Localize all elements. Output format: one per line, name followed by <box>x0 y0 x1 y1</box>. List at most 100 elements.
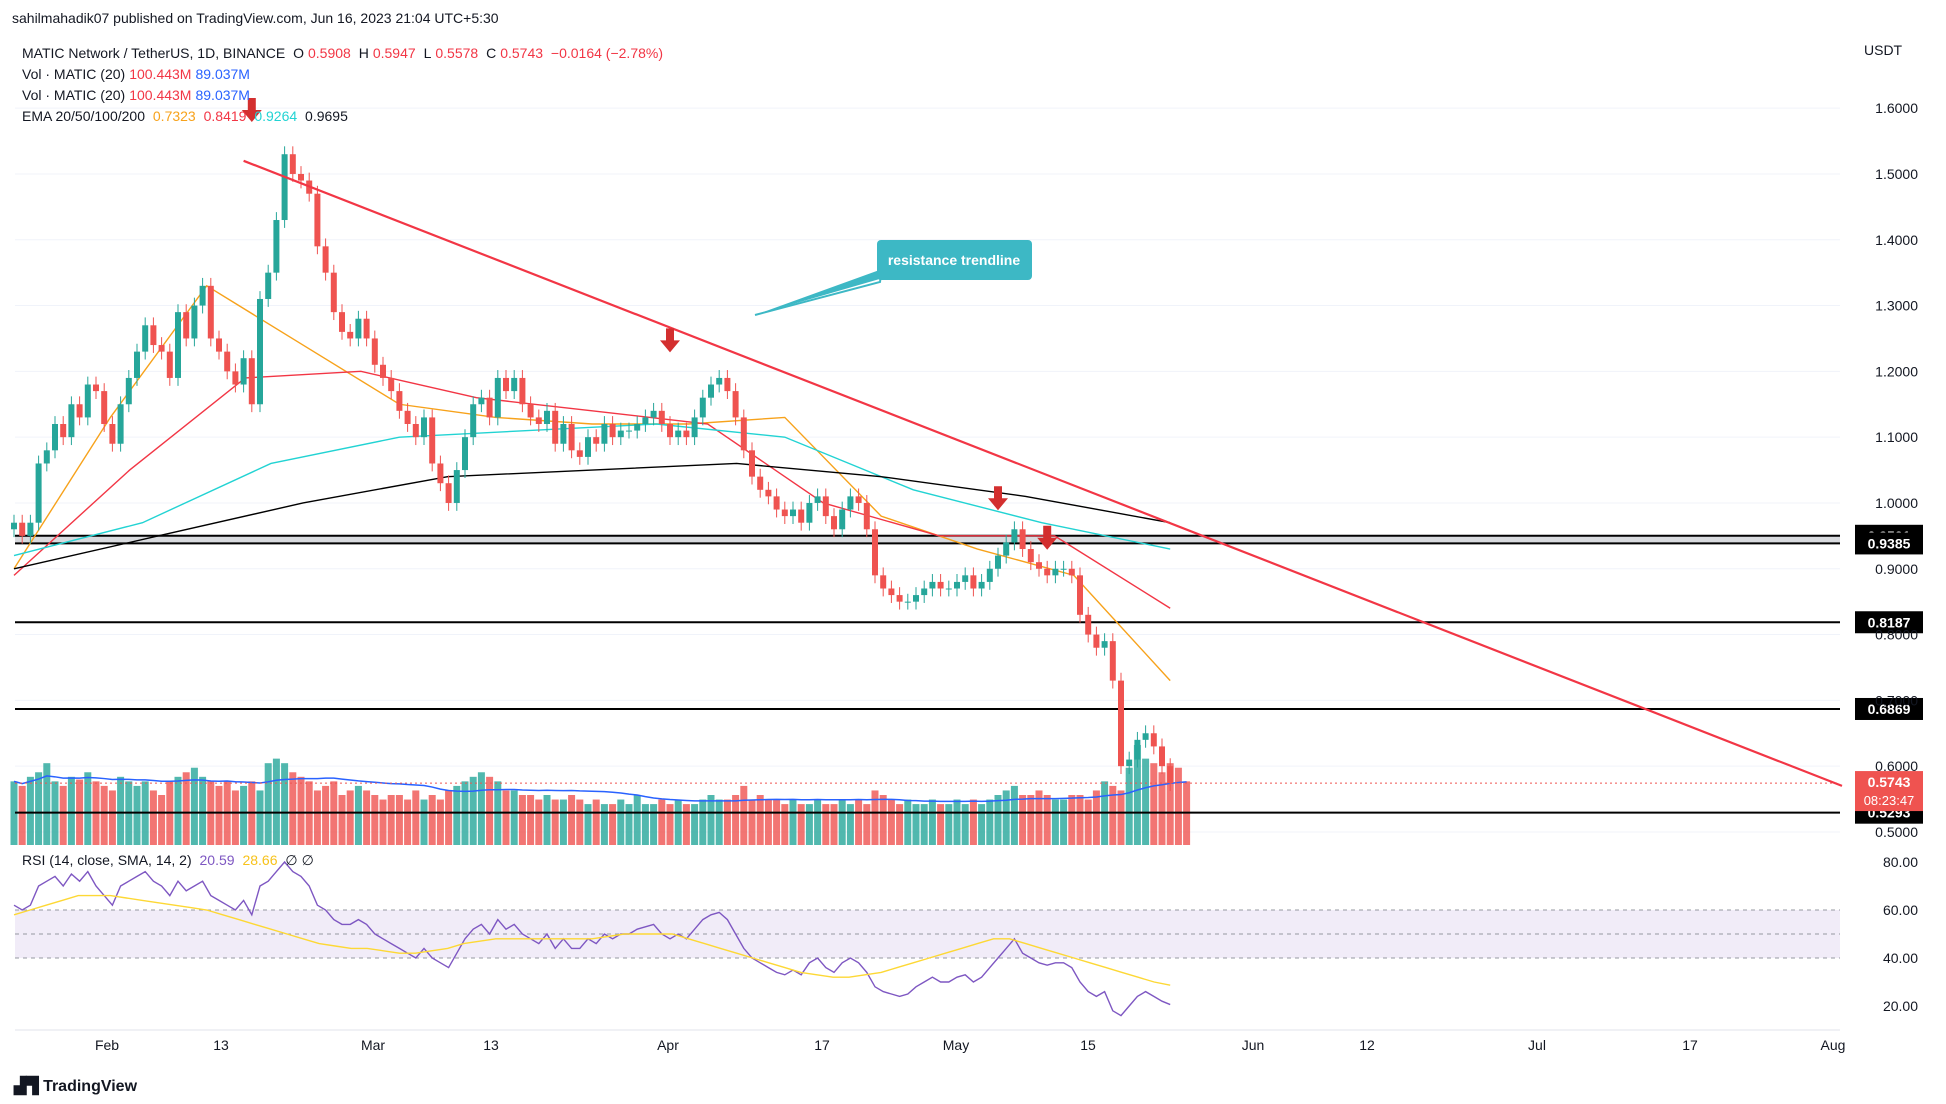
volume-bar <box>445 790 453 845</box>
candle-body <box>388 377 395 392</box>
candle-body <box>921 588 928 596</box>
candle-body <box>806 502 813 523</box>
volume-bar <box>510 790 518 845</box>
candle-body <box>421 417 427 438</box>
candle-body <box>962 575 969 582</box>
volume-bars <box>10 745 1191 845</box>
volume-bar <box>289 772 297 845</box>
candle-body <box>1085 614 1092 635</box>
volume-bar <box>945 804 953 845</box>
volume-bar <box>535 799 543 845</box>
ema-line <box>13 423 1171 557</box>
legend-rsi-row[interactable]: RSI (14, close, SMA, 14, 2) 20.59 28.66 … <box>22 852 314 868</box>
legend-volume-row-1[interactable]: Vol · MATIC (20) 100.443M 89.037M <box>22 66 250 82</box>
volume-bar <box>108 790 116 845</box>
volume-bar <box>133 785 141 845</box>
candle-body <box>535 417 542 424</box>
volume-bar <box>559 799 567 845</box>
callout-box[interactable] <box>877 240 1032 280</box>
candle-body <box>691 417 698 438</box>
candle-body <box>322 246 329 273</box>
candle-body <box>1126 759 1133 767</box>
candle-body <box>207 285 214 339</box>
candle-body <box>732 391 739 418</box>
volume-bar <box>67 776 75 845</box>
candle-body <box>462 437 468 471</box>
rsi-tick: 20.00 <box>1883 998 1918 1014</box>
last-price-label: 0.5743 <box>1868 774 1911 790</box>
candle-body <box>396 391 403 411</box>
candle-body <box>27 522 34 536</box>
candle-body <box>101 391 108 424</box>
candle-body <box>1101 641 1108 648</box>
candle-body <box>1142 733 1149 740</box>
volume-bar <box>149 790 157 845</box>
volume-bar <box>723 799 731 845</box>
volume-bar <box>354 785 362 845</box>
volume-bar <box>43 763 51 845</box>
tradingview-logo[interactable]: ▟▜ TradingView <box>14 1078 138 1095</box>
volume-bar <box>617 799 625 845</box>
candle-body <box>281 154 288 221</box>
volume-bar <box>346 790 354 845</box>
volume-bar <box>502 790 510 845</box>
ema-lines <box>13 284 1171 682</box>
candle-body <box>52 424 58 451</box>
candle-body <box>1027 549 1034 563</box>
candle-body <box>552 410 559 444</box>
rejection-arrows <box>241 98 1058 550</box>
candle-body <box>150 325 157 346</box>
candle-body <box>683 430 690 438</box>
annotation-callout: resistance trendline <box>754 240 1032 316</box>
candle-body <box>486 397 493 418</box>
volume-bar <box>953 799 961 845</box>
legend-ema-row[interactable]: EMA 20/50/100/200 0.7323 0.8419 0.9264 0… <box>22 108 348 124</box>
candle-body <box>216 338 222 352</box>
candle-body <box>576 450 583 457</box>
candle-body <box>453 470 460 503</box>
candle-body <box>257 298 263 405</box>
candle-body <box>355 318 362 339</box>
candle-body <box>248 358 255 405</box>
volume-bar <box>682 804 690 845</box>
candle-body <box>1150 733 1157 747</box>
volume-bar <box>518 795 526 845</box>
price-tick: 1.2000 <box>1875 363 1918 379</box>
candle-body <box>429 417 436 464</box>
candle-body <box>93 384 99 392</box>
volume-ma-line <box>13 775 1187 803</box>
volume-bar <box>486 776 494 845</box>
volume-bar <box>420 799 428 845</box>
volume-bar <box>707 795 715 845</box>
volume-bar <box>699 799 707 845</box>
rsi-lines <box>13 860 1171 1017</box>
volume-bar <box>928 799 936 845</box>
volume-bar <box>84 772 92 845</box>
price-tick: 1.0000 <box>1875 495 1918 511</box>
volume-bar <box>436 799 444 845</box>
volume-bar <box>1068 795 1076 845</box>
candle-body <box>872 529 878 576</box>
volume-bar <box>1142 758 1150 845</box>
volume-bar <box>584 804 592 845</box>
volume-bar <box>453 785 461 845</box>
volume-bar <box>740 785 748 845</box>
date-tick: Apr <box>657 1037 679 1053</box>
candle-body <box>929 581 936 589</box>
volume-bar <box>904 799 912 845</box>
trendline[interactable] <box>243 159 1843 787</box>
symbol-name[interactable]: MATIC Network / TetherUS, 1D, BINANCE <box>22 45 286 61</box>
resistance-trendline <box>243 159 1843 787</box>
volume-bar <box>313 790 321 845</box>
candle-body <box>503 377 509 392</box>
price-tick: 1.5000 <box>1875 166 1918 182</box>
candle-body <box>724 377 731 392</box>
volume-bar <box>412 790 420 845</box>
legend-volume-row-2[interactable]: Vol · MATIC (20) 100.443M 89.037M <box>22 87 250 103</box>
down-arrow-icon <box>1037 525 1058 550</box>
time-axis: Feb 13 Mar 13 Apr 17 May 15 Jun 12 Jul 17 Aug <box>15 1029 1845 1053</box>
candle-body <box>1060 568 1067 570</box>
volume-bar <box>592 799 600 845</box>
date-tick: Jun <box>1242 1037 1265 1053</box>
